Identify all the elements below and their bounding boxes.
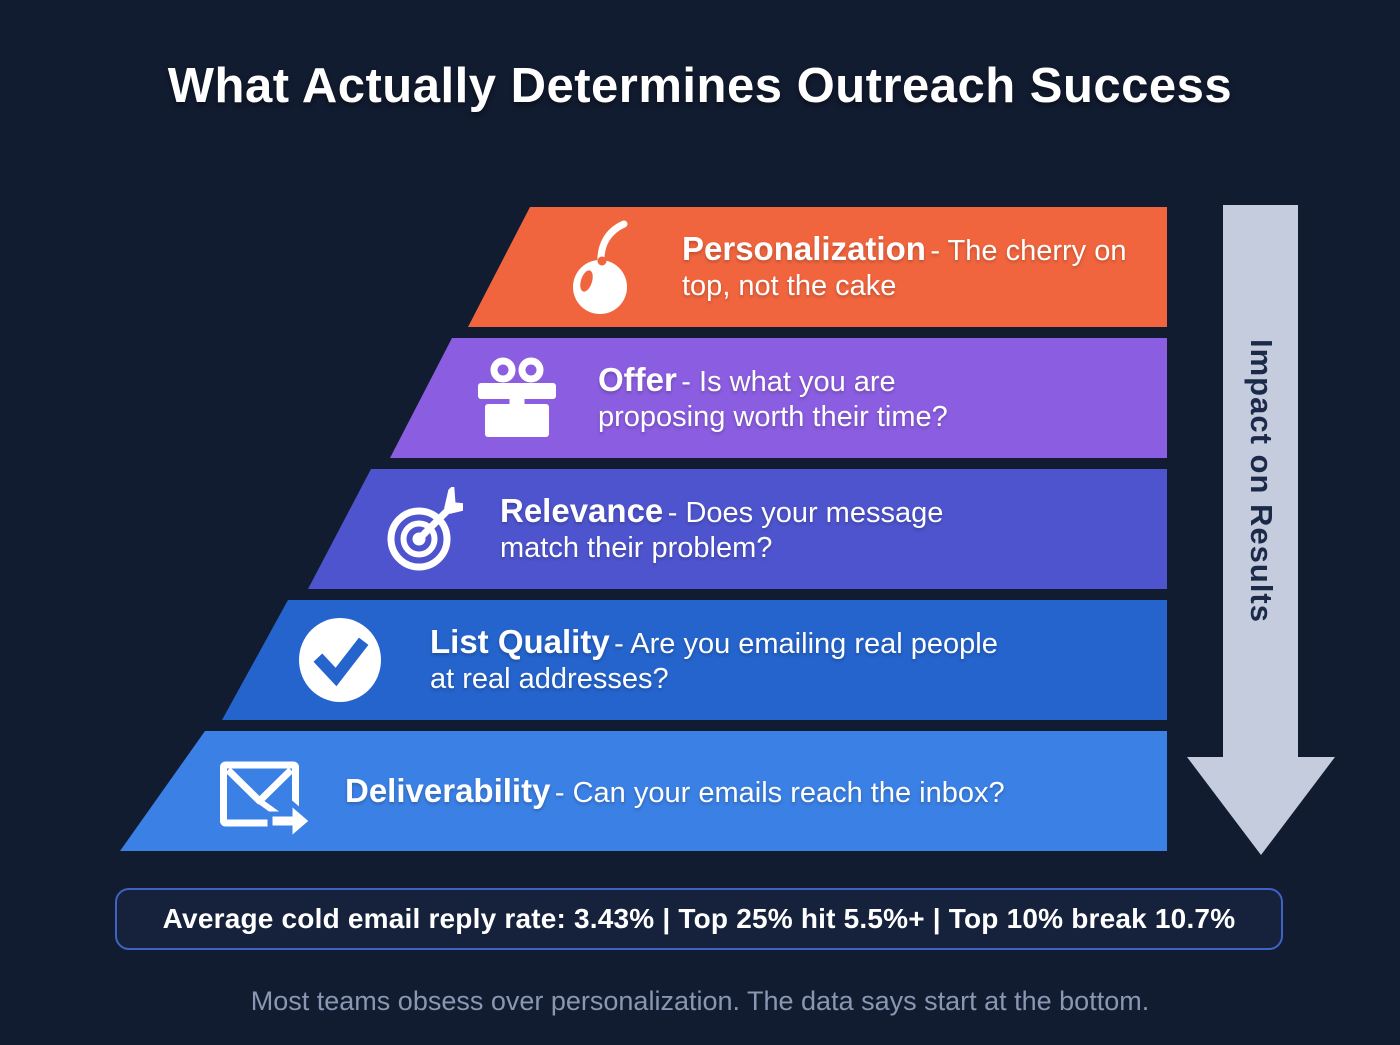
impact-arrow-icon <box>1187 205 1335 855</box>
stats-bar: Average cold email reply rate: 3.43% | T… <box>115 888 1283 950</box>
cherry-icon <box>573 220 628 314</box>
layer-description: - The cherry on top, not the cake <box>682 235 1127 303</box>
page-title: What Actually Determines Outreach Succes… <box>167 59 1233 113</box>
layer-description: - Is what you are proposing worth their … <box>598 366 948 434</box>
layer-title: List Quality <box>430 623 610 661</box>
gift-icon <box>478 357 556 437</box>
layer-title: Relevance <box>500 492 664 530</box>
impact-arrow-label: Impact on Results <box>1244 339 1279 623</box>
pyramid-layer-personalization: Personalization - The cherry on top, not… <box>468 207 1167 327</box>
footer-note: Most teams obsess over personalization. … <box>250 986 1150 1016</box>
layer-description: - Does your message match their problem? <box>500 497 944 565</box>
layer-description: - Can your emails reach the inbox? <box>554 776 1005 809</box>
layer-description: - Are you emailing real people at real a… <box>430 628 998 696</box>
pyramid-layer-deliverability: Deliverability - Can your emails reach t… <box>120 731 1167 851</box>
stats-text: Average cold email reply rate: 3.43% | T… <box>162 903 1236 934</box>
pyramid-layer-offer: Offer - Is what you are proposing worth … <box>390 338 1167 458</box>
pyramid-layer-relevance: Relevance - Does your message match thei… <box>308 469 1167 589</box>
check-circle-icon <box>299 618 381 702</box>
layer-title: Offer <box>598 361 677 399</box>
envelope-arrow-icon <box>220 761 314 843</box>
pyramid-layer-list-quality: List Quality - Are you emailing real peo… <box>222 600 1167 720</box>
target-icon <box>387 487 463 571</box>
layer-title: Deliverability <box>345 771 551 809</box>
layer-title: Personalization <box>682 230 926 268</box>
